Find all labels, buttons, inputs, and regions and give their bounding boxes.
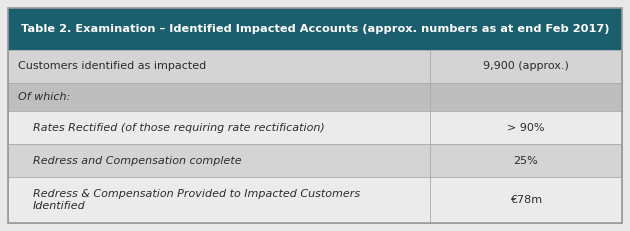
Text: Table 2. Examination – Identified Impacted Accounts (approx. numbers as at end F: Table 2. Examination – Identified Impact… [21, 24, 609, 34]
Text: 25%: 25% [513, 155, 539, 166]
Bar [8, 50, 430, 83]
Text: Customers identified as impacted: Customers identified as impacted [18, 61, 206, 71]
Text: 9,900 (approx.): 9,900 (approx.) [483, 61, 569, 71]
Bar [430, 177, 622, 223]
Bar [8, 8, 622, 50]
Text: Redress and Compensation complete: Redress and Compensation complete [33, 155, 242, 166]
Bar [8, 177, 430, 223]
Text: Rates Rectified (of those requiring rate rectification): Rates Rectified (of those requiring rate… [33, 123, 324, 133]
Bar [430, 111, 622, 144]
Text: Redress & Compensation Provided to Impacted Customers
Identified: Redress & Compensation Provided to Impac… [33, 189, 360, 211]
Bar [430, 144, 622, 177]
Text: Of which:: Of which: [18, 92, 71, 102]
Bar [8, 144, 430, 177]
Bar [8, 111, 430, 144]
Text: €78m: €78m [510, 195, 542, 205]
Bar [8, 83, 430, 111]
Bar [430, 83, 622, 111]
Bar [430, 50, 622, 83]
Text: > 90%: > 90% [507, 123, 545, 133]
